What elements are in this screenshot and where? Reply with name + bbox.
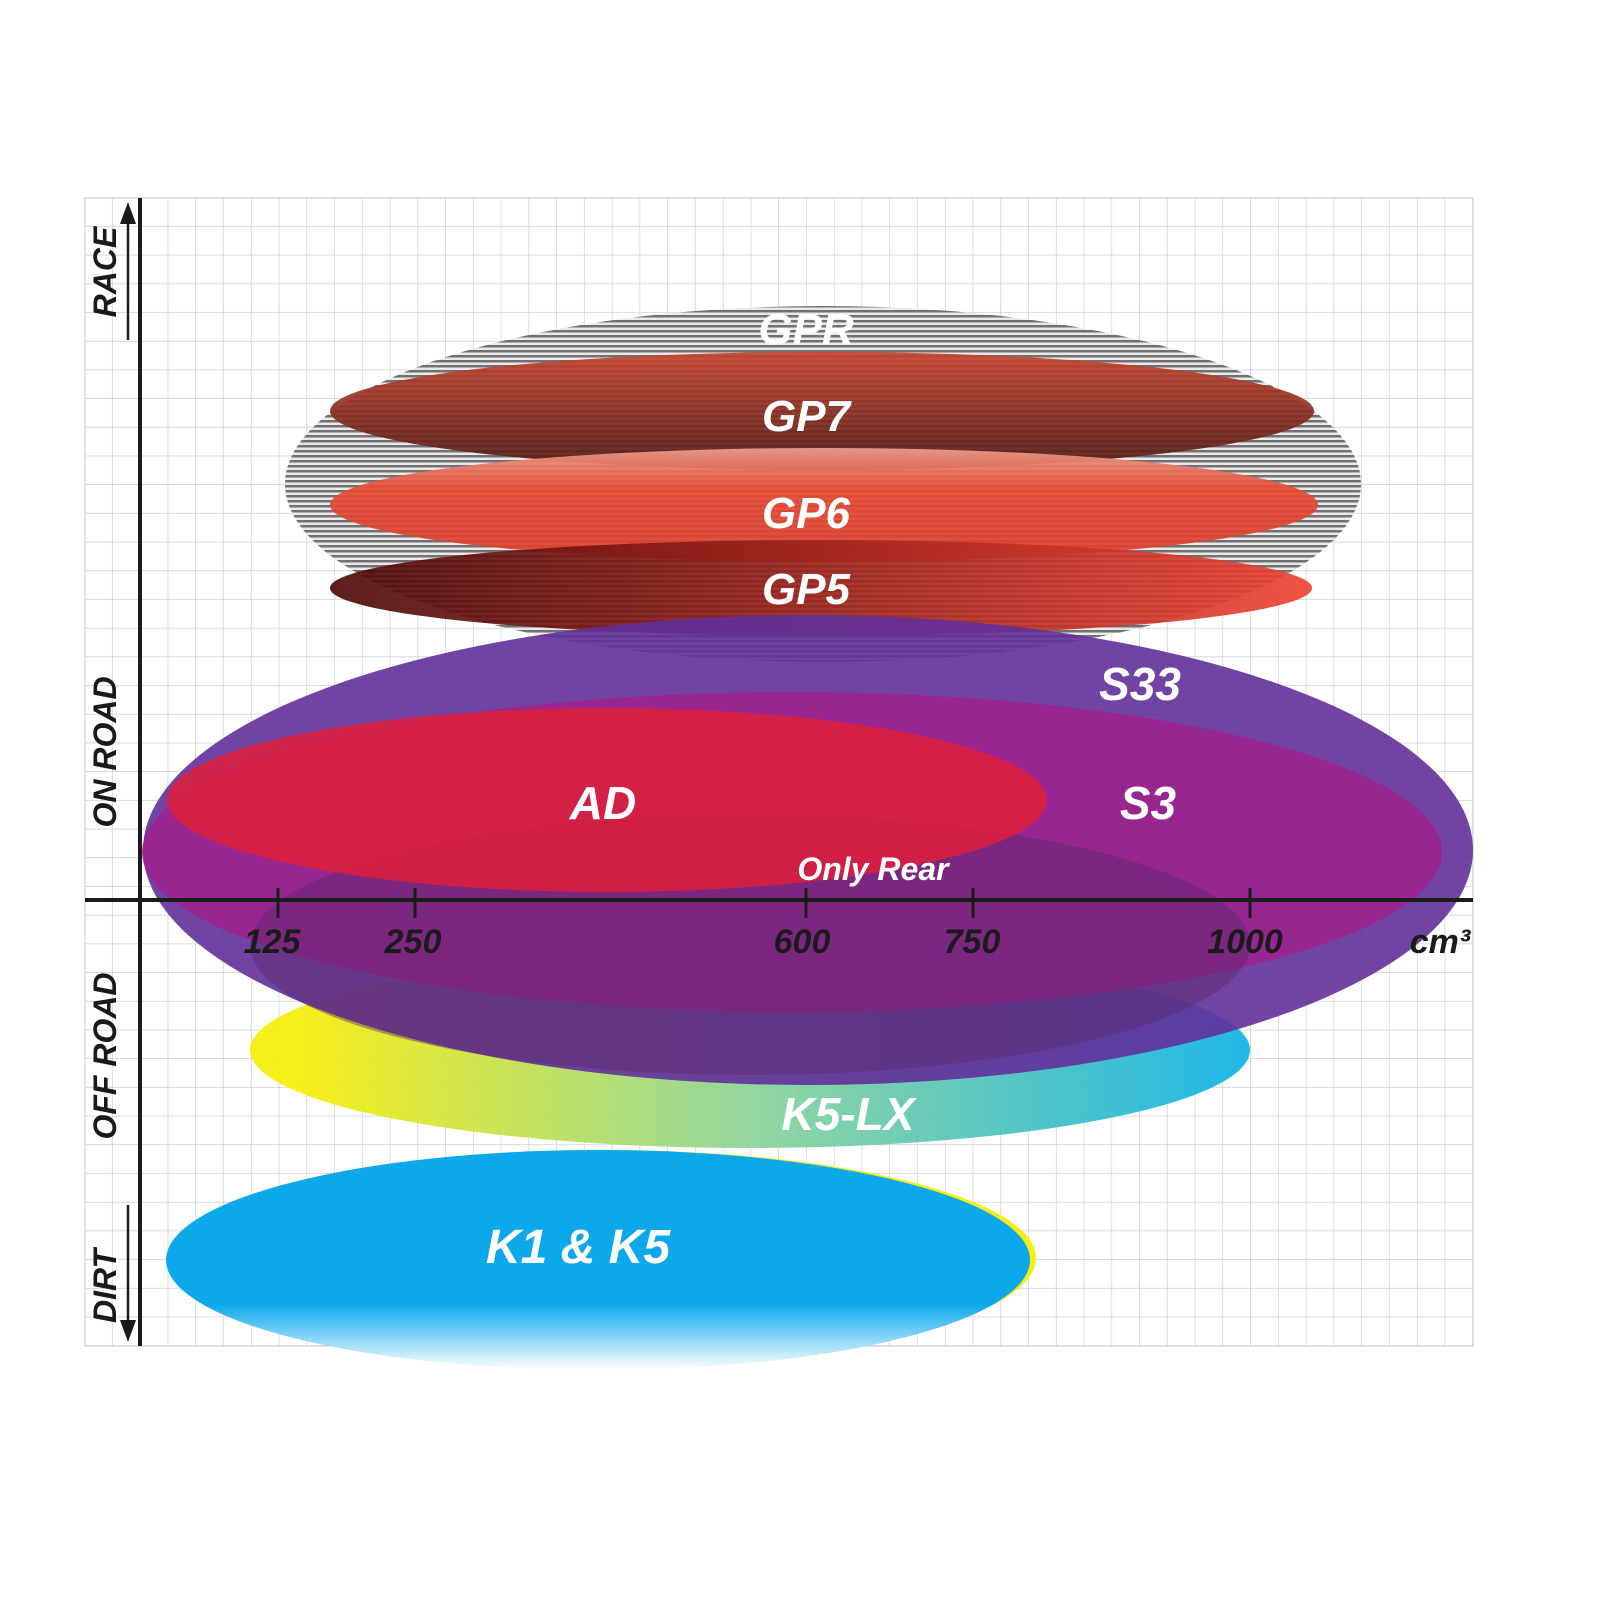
tick-label-250: 250 [384,923,442,961]
x-axis-ticks [276,888,1252,918]
tick-label-600: 600 [774,923,831,961]
tick-label-125: 125 [244,923,302,961]
gp7-range [330,352,1314,470]
gp5-range [330,540,1312,636]
y-label-off-road: OFF ROAD [87,972,123,1139]
label-ad: AD [569,777,636,829]
arrow-down-icon [120,1205,136,1342]
label-gp5: GP5 [762,565,851,614]
label-k5lx: K5-LX [782,1088,917,1140]
label-k1k5: K1 & K5 [486,1221,671,1274]
arrow-up-icon [120,202,136,340]
label-s33: S33 [1099,658,1181,710]
ad-range [167,708,1047,892]
label-s3: S3 [1120,777,1177,829]
y-label-dirt: DIRT [87,1247,123,1324]
gp6-range [330,448,1318,562]
x-axis-unit: cm³ [1410,923,1472,961]
y-label-on-road: ON ROAD [87,676,123,827]
label-gp6: GP6 [762,489,851,538]
tick-label-750: 750 [944,923,1001,961]
label-only-rear: Only Rear [797,851,950,887]
tick-label-1000: 1000 [1207,923,1283,961]
k1k5-range [166,1150,1030,1370]
label-gp7: GP7 [762,392,853,441]
label-gpr: GPR [758,305,854,354]
y-label-race: RACE [87,225,123,317]
